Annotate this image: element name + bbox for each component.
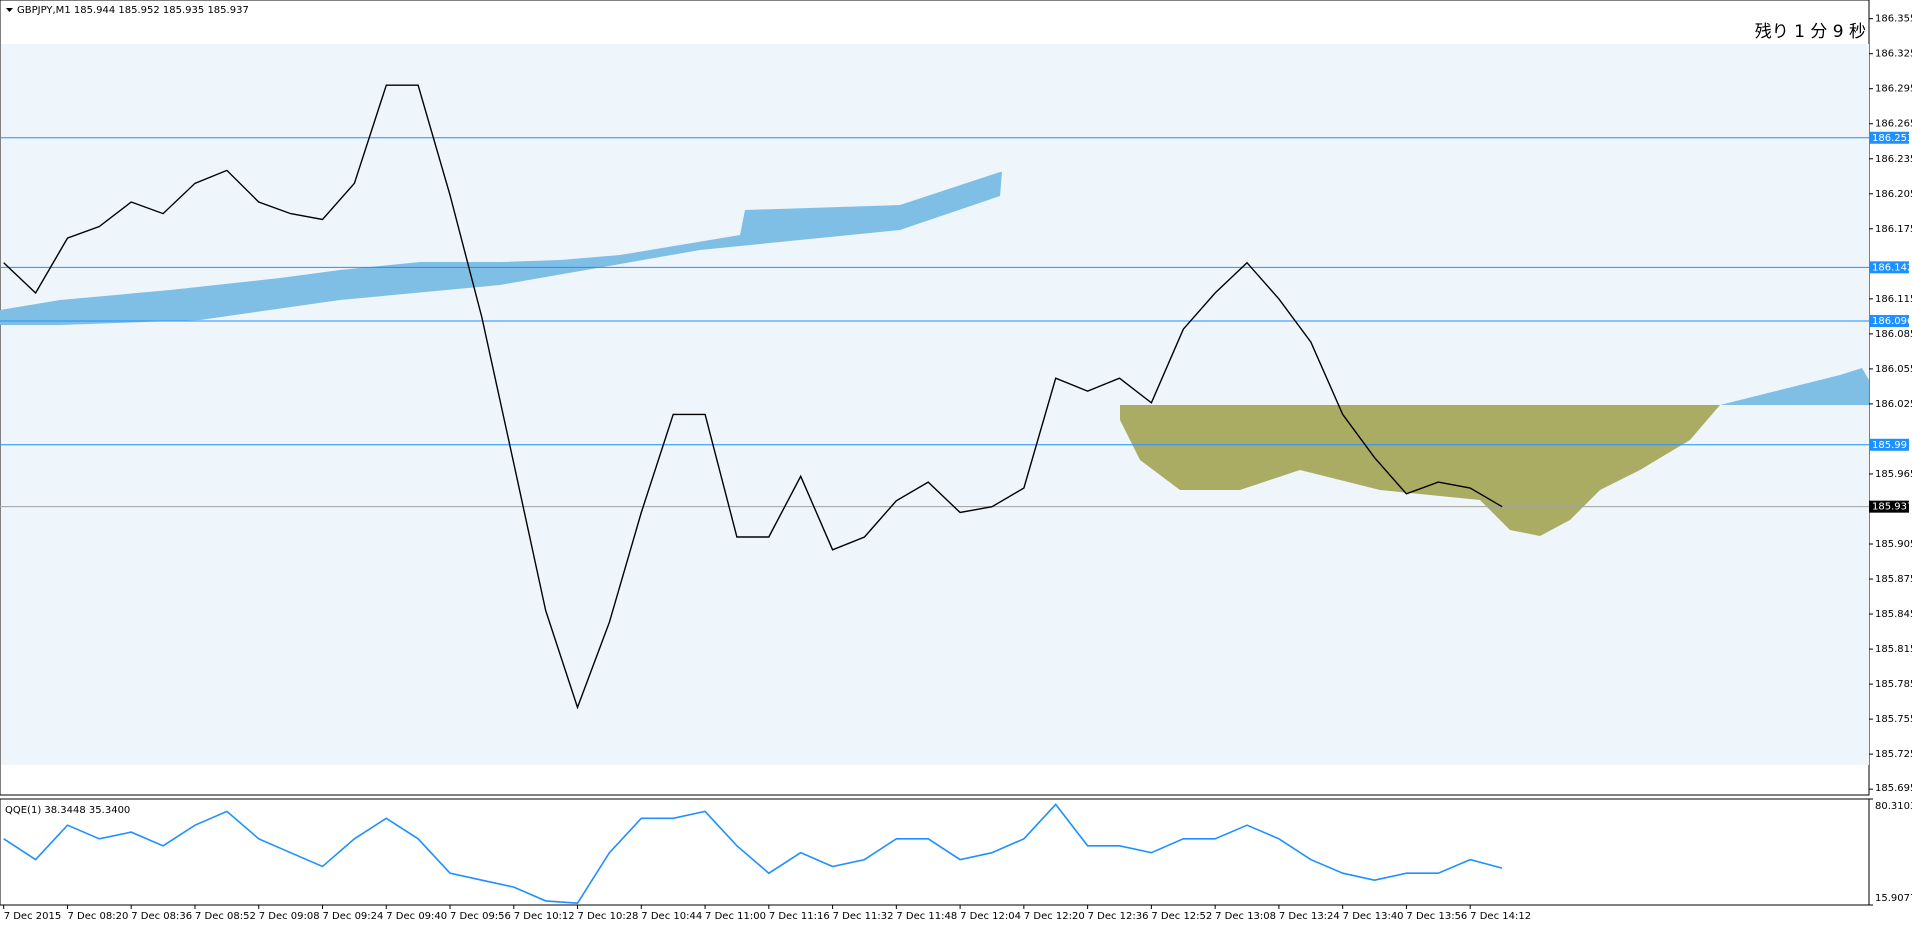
level-label: 186.142 bbox=[1872, 262, 1912, 273]
menu-arrow bbox=[6, 8, 13, 12]
y-tick-label: 186.055 bbox=[1875, 364, 1912, 375]
x-tick-label: 7 Dec 10:44 bbox=[641, 911, 702, 922]
current-price-label: 185.937 bbox=[1872, 502, 1912, 513]
x-tick-label: 7 Dec 10:12 bbox=[514, 911, 575, 922]
y-tick-label: 185.965 bbox=[1875, 469, 1912, 480]
y-tick-label: 186.115 bbox=[1875, 294, 1912, 305]
level-tag bbox=[1869, 261, 1909, 274]
level-label: 186.096 bbox=[1872, 316, 1912, 327]
qqe-title: QQE(1) 38.3448 35.3400 bbox=[5, 805, 130, 816]
y-tick-label: 185.875 bbox=[1875, 574, 1912, 585]
x-tick-label: 7 Dec 14:12 bbox=[1470, 911, 1531, 922]
x-tick-label: 7 Dec 12:52 bbox=[1151, 911, 1212, 922]
x-tick-label: 7 Dec 13:24 bbox=[1279, 911, 1340, 922]
x-tick-label: 7 Dec 12:36 bbox=[1088, 911, 1149, 922]
x-tick-label: 7 Dec 13:08 bbox=[1215, 911, 1276, 922]
y-tick-label: 185.755 bbox=[1875, 714, 1912, 725]
x-tick-label: 7 Dec 13:56 bbox=[1406, 911, 1467, 922]
level-tag bbox=[1869, 438, 1909, 451]
y-tick-label: 186.355 bbox=[1875, 14, 1912, 25]
x-tick-label: 7 Dec 08:52 bbox=[195, 911, 256, 922]
y-tick-label: 186.295 bbox=[1875, 84, 1912, 95]
y-tick-label: 80.3103 bbox=[1875, 801, 1912, 812]
y-tick-label: 186.085 bbox=[1875, 329, 1912, 340]
price-line bbox=[3, 803, 1503, 905]
x-tick-label: 7 Dec 09:56 bbox=[450, 911, 511, 922]
level-label: 186.253 bbox=[1872, 133, 1912, 144]
x-tick-label: 7 Dec 13:40 bbox=[1343, 911, 1404, 922]
cloud-olive bbox=[1120, 405, 1720, 536]
y-tick-label: 186.235 bbox=[1875, 154, 1912, 165]
level-tag bbox=[1869, 131, 1909, 144]
y-tick-label: 186.325 bbox=[1875, 49, 1912, 60]
y-tick-label: 185.785 bbox=[1875, 679, 1912, 690]
x-tick-label: 7 Dec 08:20 bbox=[67, 911, 128, 922]
session-background bbox=[1, 44, 1869, 765]
x-tick-label: 7 Dec 08:36 bbox=[131, 911, 192, 922]
x-tick-label: 7 Dec 09:24 bbox=[323, 911, 384, 922]
x-tick-label: 7 Dec 09:08 bbox=[259, 911, 320, 922]
y-tick-label: 185.725 bbox=[1875, 749, 1912, 760]
cloud-blue-right bbox=[1720, 368, 1869, 405]
y-tick-label: 186.025 bbox=[1875, 399, 1912, 410]
countdown: 残り 1 分 9 秒 bbox=[1755, 22, 1866, 42]
x-tick-label: 7 Dec 12:20 bbox=[1024, 911, 1085, 922]
chart-title: GBPJPY,M1 185.944 185.952 185.935 185.93… bbox=[17, 5, 249, 16]
y-tick-label: 185.695 bbox=[1875, 783, 1912, 794]
y-tick-label: 186.205 bbox=[1875, 189, 1912, 200]
x-tick-label: 7 Dec 11:32 bbox=[833, 911, 894, 922]
x-tick-label: 7 Dec 09:40 bbox=[386, 911, 447, 922]
y-tick-label: 185.845 bbox=[1875, 609, 1912, 620]
cloud-blue bbox=[0, 172, 1002, 325]
y-tick-label: 186.175 bbox=[1875, 224, 1912, 235]
x-tick-label: 7 Dec 11:00 bbox=[705, 911, 766, 922]
qqe-panel bbox=[0, 798, 1870, 906]
y-tick-label: 186.265 bbox=[1875, 119, 1912, 130]
level-label: 185.99 bbox=[1872, 440, 1907, 451]
current-price-tag bbox=[1869, 500, 1909, 513]
y-tick-label: 185.905 bbox=[1875, 539, 1912, 550]
x-tick-label: 7 Dec 2015 bbox=[4, 911, 62, 922]
x-tick-label: 7 Dec 10:28 bbox=[578, 911, 639, 922]
x-tick-label: 7 Dec 12:04 bbox=[960, 911, 1021, 922]
price-line bbox=[3, 84, 1503, 710]
y-tick-label: 185.815 bbox=[1875, 644, 1912, 655]
level-tag bbox=[1869, 315, 1909, 328]
x-tick-label: 7 Dec 11:16 bbox=[769, 911, 830, 922]
x-tick-label: 7 Dec 11:48 bbox=[896, 911, 957, 922]
